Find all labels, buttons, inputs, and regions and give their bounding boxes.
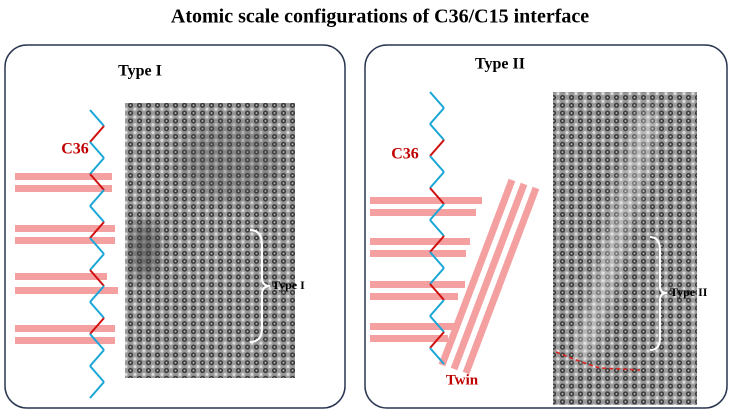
planes xyxy=(15,173,118,344)
panel-label: Type II xyxy=(475,56,525,73)
micrograph xyxy=(125,103,295,378)
zigzag-segment xyxy=(429,347,445,365)
brace xyxy=(649,236,668,351)
zigzag-segment xyxy=(429,171,445,189)
zigzag xyxy=(429,91,445,365)
brace xyxy=(249,229,271,343)
zigzag-segment xyxy=(89,333,105,351)
zigzag-segment xyxy=(89,125,105,143)
twin-label: Twin xyxy=(446,372,479,388)
interface-label: Type I xyxy=(272,278,305,292)
zigzag-segment xyxy=(89,237,105,255)
zigzag-segment xyxy=(89,221,105,239)
zigzag-segment xyxy=(89,253,105,271)
zigzag-segment xyxy=(89,285,105,303)
zigzag-segment xyxy=(89,205,105,223)
phase-label: C36 xyxy=(61,141,89,158)
zigzag-segment xyxy=(429,283,445,301)
micrograph xyxy=(553,92,697,405)
zigzag-segment xyxy=(429,123,445,141)
zigzag-segment xyxy=(429,187,445,205)
twin-planes xyxy=(438,178,540,375)
figure-title: Atomic scale configurations of C36/C15 i… xyxy=(171,6,589,28)
zigzag-segment xyxy=(429,267,445,285)
zigzag-segment xyxy=(429,235,445,253)
phase-label: C36 xyxy=(391,146,419,163)
zigzag-segment xyxy=(89,173,105,191)
interface-label: Type II xyxy=(670,285,708,299)
zigzag-segment xyxy=(429,315,445,333)
zigzag-segment xyxy=(429,219,445,237)
zigzag-segment xyxy=(89,381,105,399)
zigzag-segment xyxy=(89,269,105,287)
zigzag-segment xyxy=(89,109,105,127)
zigzag xyxy=(89,109,105,399)
zigzag-segment xyxy=(429,331,445,349)
zigzag-segment xyxy=(429,139,445,157)
zigzag-segment xyxy=(89,301,105,319)
panel-label: Type I xyxy=(118,63,162,80)
planes xyxy=(370,197,482,342)
zigzag-segment xyxy=(89,365,105,383)
zigzag-segment xyxy=(429,299,445,317)
zigzag-segment xyxy=(89,349,105,367)
zigzag-segment xyxy=(89,141,105,159)
zigzag-segment xyxy=(429,203,445,221)
zigzag-segment xyxy=(89,157,105,175)
zigzag-segment xyxy=(429,251,445,269)
zigzag-segment xyxy=(429,91,445,109)
zigzag-segment xyxy=(429,107,445,125)
zigzag-segment xyxy=(429,155,445,173)
zigzag-segment xyxy=(89,189,105,207)
zigzag-segment xyxy=(89,317,105,335)
